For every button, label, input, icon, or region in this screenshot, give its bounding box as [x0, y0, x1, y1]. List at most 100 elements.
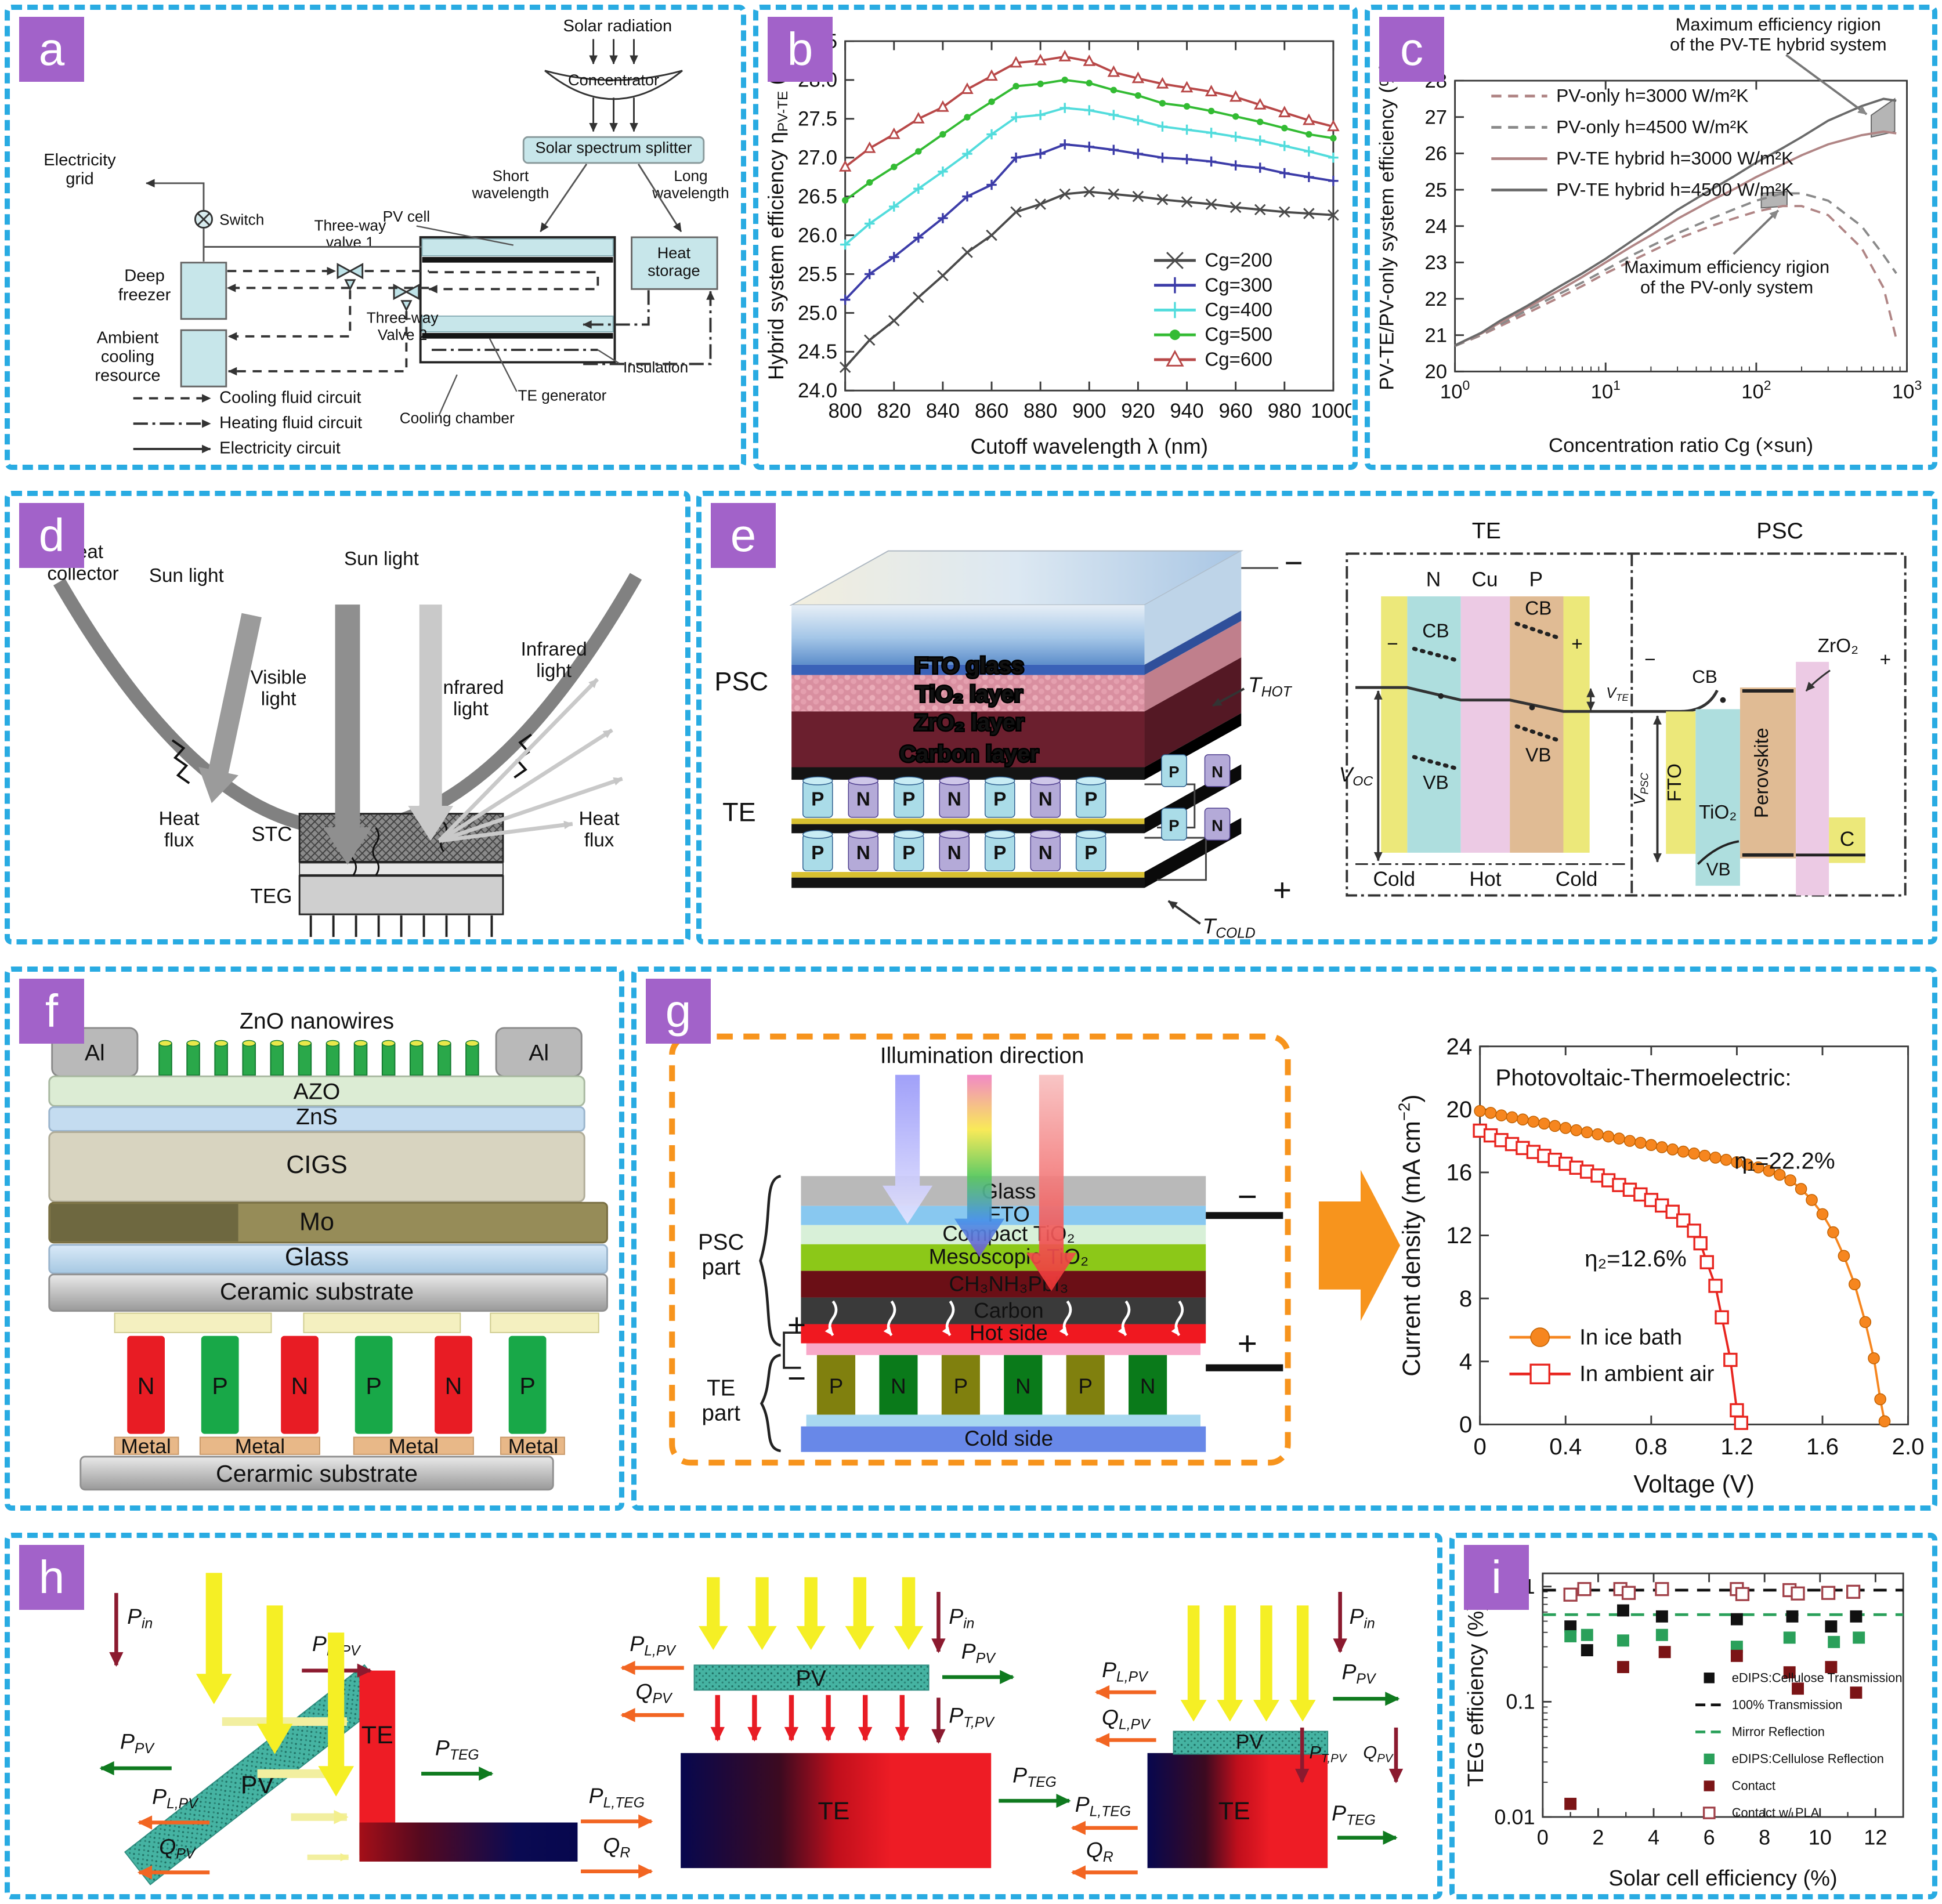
svg-text:N: N	[856, 842, 870, 864]
svg-text:0: 0	[1459, 1411, 1472, 1438]
svg-text:P: P	[902, 789, 915, 810]
band-diagram: TE PSC N Cu P CB CB VB VB − + VOC VTE Cold Hot Cold VPSC…	[1339, 518, 1907, 897]
label-22: ZrO₂	[1818, 635, 1858, 657]
label-24: −	[1644, 649, 1656, 671]
svg-text:25.5: 25.5	[798, 263, 837, 285]
svg-text:0.8: 0.8	[1635, 1434, 1668, 1460]
svg-text:P: P	[1084, 789, 1097, 810]
switch-icon	[194, 209, 213, 229]
label-2: FTO glass	[914, 653, 1024, 679]
label-19: −	[1238, 1178, 1257, 1215]
flow-line	[438, 728, 613, 843]
flow-line	[146, 179, 205, 211]
label-9: N	[138, 1373, 155, 1399]
panel-e: e PSC TE FTO glass TiO₂ layer ZrO₂ layer Carb…	[696, 491, 1937, 944]
pv-flat	[693, 1664, 930, 1691]
label-1: Sun light	[149, 565, 224, 587]
svg-text:In ice bath: In ice bath	[1579, 1324, 1682, 1349]
carbon-layer	[791, 711, 1145, 768]
flow-line	[583, 291, 715, 365]
perovskite-layer	[801, 1270, 1206, 1298]
svg-text:8: 8	[1459, 1286, 1472, 1312]
svg-text:P: P	[993, 842, 1006, 864]
svg-text:24: 24	[1446, 1033, 1472, 1059]
svg-text:0.4: 0.4	[1549, 1434, 1582, 1460]
svg-text:0: 0	[1537, 1826, 1549, 1849]
label-4: Long wavelength	[652, 167, 729, 201]
svg-text:Contact w/ PLA: Contact w/ PLA	[1732, 1805, 1820, 1820]
label-12: Pin	[949, 1604, 974, 1631]
label-21: CB	[1692, 667, 1717, 687]
label-14: P	[519, 1373, 535, 1399]
label-1: Al	[85, 1040, 105, 1066]
fat-arrow	[323, 604, 372, 865]
psc-te-boundary	[669, 1033, 1291, 1466]
flow-line	[583, 290, 650, 329]
svg-text:980: 980	[1268, 400, 1301, 422]
glass-right-face	[1144, 551, 1242, 665]
label-5: CIGS	[286, 1151, 348, 1179]
svg-text:4: 4	[1648, 1826, 1659, 1849]
label-3: Cu	[1471, 568, 1498, 591]
labels: PinPR,PVPPVPL,PVQPVPVTEPTEGPL,TEGQRPL,PV…	[120, 1604, 1394, 1865]
label-20: PL,PV	[1102, 1657, 1149, 1685]
glass-layer	[801, 1176, 1206, 1206]
cold-pads	[806, 1414, 1201, 1427]
band-outer-box	[1346, 552, 1907, 897]
panel-f: f ZnO nanowires Al Al AZO ZnS CIGS Mo Glass Cera…	[5, 967, 624, 1511]
label-17: Heating fluid circuit	[219, 414, 362, 432]
svg-text:27: 27	[1425, 107, 1448, 129]
label-16: VPSC	[1630, 772, 1650, 805]
solder-pad	[114, 1312, 272, 1333]
svg-text:P: P	[993, 789, 1006, 810]
jv-chart: 0 0.4 0.8 1.2 1.6 2.0 0 4 8 12 16 20 24 Voltage (V) Cu…	[1395, 1033, 1925, 1497]
svg-text:102: 102	[1741, 378, 1771, 403]
svg-text:25: 25	[1425, 179, 1448, 201]
svg-text:1.2: 1.2	[1720, 1434, 1753, 1460]
label-0: Solar radiation	[563, 17, 672, 35]
label-6: Heat storage	[648, 244, 700, 279]
svg-text:Hybrid system efficiency ηPV-T: Hybrid system efficiency ηPV-TE (%)	[764, 52, 791, 380]
tio2-zro2-layer	[791, 675, 1145, 712]
energy-flow-diagrams: PinPR,PVPPVPL,PVQPVPVTEPTEGPL,TEGQRPL,PV…	[99, 1573, 1404, 1885]
label-13: Cold	[1373, 868, 1415, 891]
label-14: TE generator	[518, 386, 607, 404]
label-9: PSC part	[698, 1230, 744, 1280]
te-plate-3-gold	[791, 872, 1145, 878]
svg-text:TEG efficiency (%): TEG efficiency (%)	[1464, 1603, 1488, 1787]
label-6: Mo	[299, 1208, 334, 1236]
label-0: Illumination direction	[880, 1044, 1084, 1069]
svg-text:Voltage (V): Voltage (V)	[1633, 1470, 1755, 1497]
svg-text:PV-TE hybrid h=4500 W/m²K: PV-TE hybrid h=4500 W/m²K	[1556, 179, 1793, 200]
panel-e-letter: e	[711, 503, 776, 568]
label-12: VTE	[1606, 685, 1629, 703]
label-13: PV	[795, 1666, 826, 1691]
n-leg	[432, 1333, 475, 1436]
svg-text:0.1: 0.1	[1506, 1690, 1535, 1714]
zno-nanowires	[158, 1040, 479, 1076]
big-orange-arrow	[1318, 1170, 1401, 1322]
label-7: Electricity grid	[44, 151, 116, 189]
flow-line	[428, 271, 599, 294]
te-n-leg	[879, 1355, 918, 1415]
three-way-valve-1-icon	[337, 263, 364, 291]
output-arrow	[1318, 1170, 1401, 1322]
hot-side-layer	[801, 1324, 1206, 1344]
label-16: TE	[818, 1797, 849, 1825]
fat-arrow	[699, 1577, 728, 1650]
thot-pointer	[1212, 687, 1245, 707]
psc-te-device-3d: PSC TE FTO glass TiO₂ layer ZrO₂ layer Carbon…	[714, 545, 1303, 942]
label-15: Cooling chamber	[400, 409, 515, 426]
te-pillars: P N P N P N P P N P N P N P N P P N	[802, 754, 1231, 871]
label-16: Cooling fluid circuit	[219, 388, 361, 407]
hot-pink-strip	[806, 1343, 1201, 1355]
label-15: Cold	[1556, 868, 1598, 891]
label-10: PL,PV	[630, 1631, 677, 1659]
svg-text:N: N	[1212, 763, 1223, 781]
label-8: −	[1284, 545, 1303, 581]
label-1: PSC	[1756, 518, 1803, 544]
flow-line	[438, 777, 623, 843]
cold-side-layer	[801, 1426, 1206, 1452]
